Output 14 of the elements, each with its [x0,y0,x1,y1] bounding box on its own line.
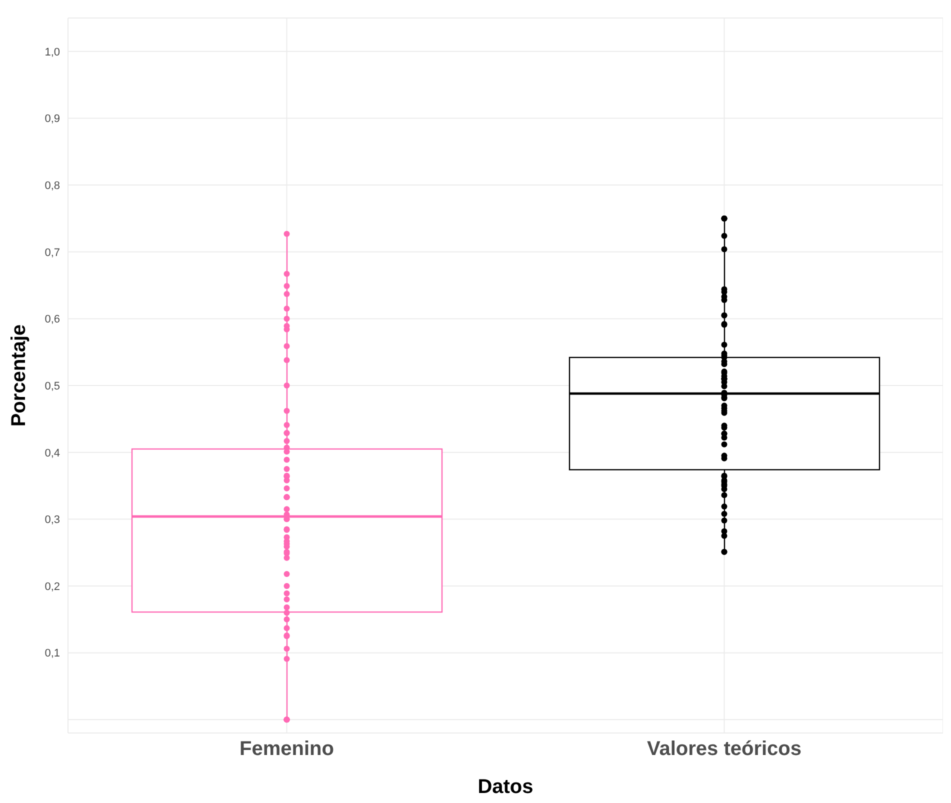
y-tick-label: 0,9 [44,113,60,126]
y-tick-label: 0,3 [44,514,60,526]
y-tick-label: 0,5 [44,380,60,392]
y-tick-label: 0,8 [44,180,60,192]
y-axis-title: Porcentaje [8,324,30,427]
y-tick-label: 0,4 [44,447,60,460]
y-tick-label: 0,1 [44,648,60,660]
y-tick-label: 0,7 [44,246,60,259]
y-tick-label: 0,6 [44,314,60,326]
y-tick-label: 0,2 [44,580,60,593]
x-tick-label: Valores teóricos [646,738,802,760]
x-tick-label: Femenino [240,738,334,760]
x-axis-title: Datos [478,776,534,798]
y-tick-label: 1,0 [44,46,60,58]
